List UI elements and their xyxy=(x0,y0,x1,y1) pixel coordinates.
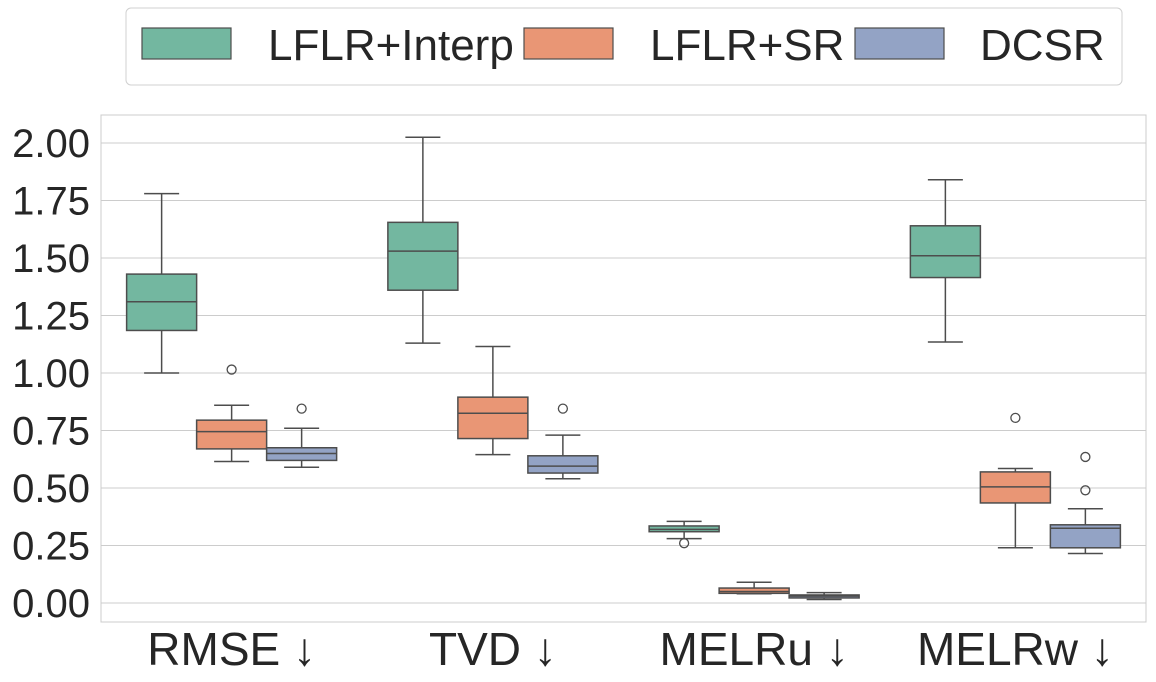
legend-label: LFLR+SR xyxy=(650,21,844,70)
y-tick-label: 0.25 xyxy=(12,525,90,569)
y-gridlines xyxy=(101,142,1146,604)
box xyxy=(195,419,268,450)
legend: LFLR+Interp LFLR+SR DCSR xyxy=(125,7,1123,86)
y-tick-label: 1.50 xyxy=(12,237,90,281)
outlier-point xyxy=(296,403,307,414)
legend-swatch xyxy=(141,27,232,60)
y-tick-label: 2.00 xyxy=(12,122,90,166)
outlier-point xyxy=(678,538,690,549)
box-series xyxy=(125,136,1122,601)
box xyxy=(457,396,529,440)
legend-label: LFLR+Interp xyxy=(268,21,514,70)
y-tick-label: 1.00 xyxy=(12,352,90,396)
y-tick-label: 0.00 xyxy=(12,582,90,626)
series-lflr-sr xyxy=(195,345,1052,595)
y-axis-ticks: 0.00 0.25 0.50 0.75 1.00 1.25 1.50 1.75 2.00 xyxy=(12,122,90,626)
y-tick-label: 1.25 xyxy=(12,295,90,339)
outlier-point xyxy=(557,403,569,414)
x-tick-label: MELRw ↓ xyxy=(917,623,1114,675)
outlier-point xyxy=(226,364,237,375)
series-dcsr xyxy=(265,403,1122,601)
outlier-point xyxy=(1080,485,1091,496)
x-tick-label: MELRu ↓ xyxy=(660,623,849,675)
y-tick-label: 1.75 xyxy=(12,180,90,224)
box xyxy=(909,225,982,279)
box xyxy=(527,455,599,474)
box xyxy=(718,587,790,595)
outlier-point xyxy=(1010,412,1021,424)
legend-swatch xyxy=(523,27,614,60)
legend-frame xyxy=(125,7,1123,86)
y-tick-label: 0.50 xyxy=(12,467,90,511)
x-axis-ticks: RMSE ↓ TVD ↓ MELRu ↓ MELRw ↓ xyxy=(147,623,1114,675)
box xyxy=(387,221,459,291)
y-tick-label: 0.75 xyxy=(12,410,90,454)
box xyxy=(1049,524,1122,549)
x-tick-label: TVD ↓ xyxy=(429,623,557,675)
legend-label: DCSR xyxy=(980,21,1105,70)
plot-frame xyxy=(100,114,1147,623)
outlier-point xyxy=(1080,451,1091,463)
x-tick-label: RMSE ↓ xyxy=(147,623,316,675)
series-lflr-interp xyxy=(125,136,982,549)
legend-swatch xyxy=(854,27,945,60)
